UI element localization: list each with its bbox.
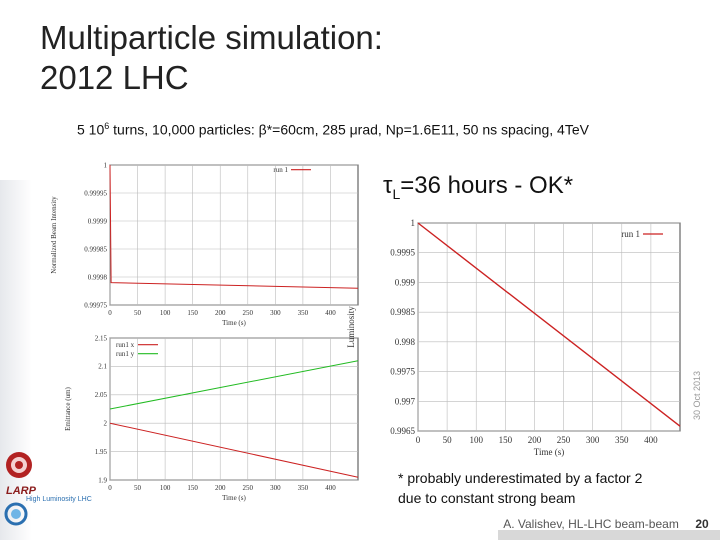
y-tick-label: 2.15: [95, 334, 108, 342]
y-tick-label: 0.99975: [84, 301, 107, 309]
x-axis-label: Time (s): [222, 319, 246, 327]
x-tick-label: 350: [298, 484, 309, 492]
legend-label: run 1: [273, 166, 288, 174]
y-tick-label: 1.9: [98, 476, 107, 484]
y-tick-label: 0.9975: [390, 367, 415, 377]
y-tick-label: 0.997: [395, 396, 416, 406]
footer-author: A. Valishev, HL-LHC beam-beam: [503, 517, 679, 531]
x-tick-label: 0: [108, 309, 112, 317]
x-tick-label: 400: [325, 484, 336, 492]
simulation-parameters: 5 106 turns, 10,000 particles: β*=60cm, …: [77, 121, 589, 138]
footer-bar: [498, 530, 720, 540]
series-line-run-1: [417, 222, 681, 427]
x-tick-label: 250: [243, 484, 254, 492]
y-tick-label: 0.99995: [84, 189, 107, 197]
y-tick-label: 2.1: [98, 363, 107, 371]
larp-logo-text: LARP: [6, 485, 36, 497]
hl-lhc-logo-text: High Luminosity LHC: [26, 496, 92, 503]
legend-label: run1 y: [116, 350, 135, 358]
tau-text: =36 hours - OK*: [400, 172, 574, 199]
y-tick-label: 0.9998: [88, 273, 108, 281]
x-tick-label: 200: [528, 435, 542, 445]
larp-logo-icon: [6, 452, 32, 478]
x-tick-label: 400: [644, 435, 658, 445]
lifetime-statement: τL=36 hours - OK*: [383, 172, 573, 202]
x-tick-label: 250: [243, 309, 254, 317]
x-tick-label: 300: [270, 309, 281, 317]
y-axis-label: Emittance (um): [64, 386, 72, 430]
page-number: 20: [695, 517, 709, 531]
y-tick-label: 0.999: [395, 277, 416, 287]
x-tick-label: 400: [325, 309, 336, 317]
series-line-run1-y: [109, 360, 359, 410]
y-tick-label: 1: [104, 161, 108, 169]
x-tick-label: 100: [160, 309, 171, 317]
x-tick-label: 0: [416, 435, 421, 445]
series-line-run1-x: [109, 422, 359, 478]
series-line-run-1: [109, 164, 359, 289]
left-decor-bar: [0, 180, 32, 540]
slide-title: Multiparticle simulation: 2012 LHC: [40, 18, 383, 98]
y-axis-label: Normalized Beam Intensity: [50, 196, 58, 274]
subtitle-pre: 5 10: [77, 121, 105, 138]
x-tick-label: 350: [298, 309, 309, 317]
x-tick-label: 0: [108, 484, 112, 492]
x-tick-label: 200: [215, 309, 226, 317]
x-tick-label: 200: [215, 484, 226, 492]
hl-lhc-logo-icon: [4, 502, 28, 526]
emittance-chart: 0 50 100 150 200 250 300 350 400 1.9 1.95 2 2.05 2.1 2…: [64, 334, 359, 502]
x-tick-label: 100: [160, 484, 171, 492]
x-tick-label: 50: [134, 309, 142, 317]
y-tick-label: 0.9995: [390, 248, 415, 258]
x-tick-label: 50: [134, 484, 142, 492]
y-axis-label: Luminosity: [346, 306, 356, 348]
x-tick-label: 150: [187, 309, 198, 317]
plot-frame: [109, 337, 359, 481]
tau-subscript: L: [392, 185, 401, 202]
y-tick-label: 0.9999: [88, 217, 108, 225]
x-tick-label: 100: [469, 435, 483, 445]
luminosity-chart: 0 50 100 150 200 250 300 350 400 0.9965 0.997 0.997…: [346, 218, 681, 457]
y-tick-label: 0.9985: [390, 307, 415, 317]
slide-date: 30 Oct 2013: [692, 370, 702, 420]
footnote-line-2: due to constant strong beam: [398, 490, 576, 506]
y-tick-label: 0.998: [395, 337, 416, 347]
x-axis-label: Time (s): [222, 494, 246, 502]
footnote-line-1: * probably underestimated by a factor 2: [398, 470, 643, 486]
x-tick-label: 350: [615, 435, 629, 445]
intensity-chart: 0 50 100 150 200 250 300 350 400 0.99975 0.9998 0.9…: [50, 161, 359, 327]
subtitle-sup: 6: [104, 121, 110, 131]
x-tick-label: 50: [443, 435, 453, 445]
x-tick-label: 250: [557, 435, 571, 445]
legend-label: run1 x: [116, 341, 135, 349]
x-axis-label: Time (s): [534, 447, 564, 457]
x-tick-label: 150: [499, 435, 513, 445]
y-tick-label: 0.99985: [84, 245, 107, 253]
subtitle-post: turns, 10,000 particles: β*=60cm, 285 μr…: [109, 121, 589, 138]
tau-symbol: τ: [383, 172, 393, 199]
plot-frame: [109, 164, 359, 306]
y-tick-label: 1: [411, 218, 416, 228]
title-line-1: Multiparticle simulation:: [40, 19, 383, 56]
x-tick-label: 150: [187, 484, 198, 492]
y-tick-label: 1.95: [95, 448, 108, 456]
footnote: * probably underestimated by a factor 2 …: [398, 468, 642, 508]
x-tick-label: 300: [586, 435, 600, 445]
y-tick-label: 0.9965: [390, 426, 415, 436]
y-tick-label: 2: [104, 420, 108, 428]
x-tick-label: 300: [270, 484, 281, 492]
title-line-2: 2012 LHC: [40, 59, 189, 96]
legend-label: run 1: [621, 229, 640, 239]
y-tick-label: 2.05: [95, 391, 108, 399]
